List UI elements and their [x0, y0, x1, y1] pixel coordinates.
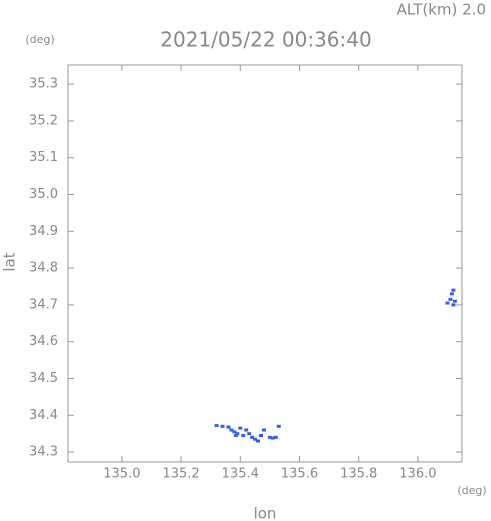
x-axis-label: lon	[254, 505, 277, 521]
echo-point	[235, 432, 240, 436]
y-tick-label: 35.3	[29, 77, 58, 92]
echo-point	[261, 428, 266, 432]
echo-point	[267, 435, 272, 439]
echo-point	[276, 424, 281, 428]
x-tick-label: 136.0	[399, 467, 436, 482]
altitude-label: ALT(km) 2.0	[397, 1, 486, 19]
echo-point	[448, 297, 453, 301]
y-tick-label: 35.0	[29, 187, 58, 202]
y-tick-label: 34.5	[29, 371, 58, 386]
y-unit: (deg)	[25, 33, 54, 46]
x-tick-label: 135.8	[340, 467, 377, 482]
echo-point	[451, 303, 456, 307]
echo-point	[233, 434, 238, 438]
y-tick-label: 34.9	[29, 224, 58, 239]
y-tick-label: 34.8	[29, 261, 58, 276]
echo-point	[253, 437, 258, 441]
echo-point	[270, 436, 275, 440]
echo-point	[241, 434, 246, 438]
y-axis-label: lat	[1, 252, 19, 271]
y-tick-label: 35.1	[29, 150, 58, 165]
echo-point	[247, 432, 252, 436]
echo-point	[452, 299, 457, 303]
echo-point	[449, 292, 454, 296]
echo-point	[214, 424, 219, 428]
echo-point	[232, 430, 237, 434]
y-tick-label: 34.7	[29, 297, 58, 312]
echo-point	[226, 425, 231, 429]
x-tick-label: 135.6	[281, 467, 318, 482]
echo-point	[445, 301, 450, 305]
echo-point	[273, 435, 278, 439]
y-tick-label: 34.3	[29, 445, 58, 460]
echo-point	[259, 434, 264, 438]
echo-point	[250, 435, 255, 439]
y-tick-label: 34.6	[29, 334, 58, 349]
x-tick-label: 135.4	[222, 467, 259, 482]
y-tick-label: 34.4	[29, 408, 58, 423]
echo-point	[244, 428, 249, 432]
plot-frame	[67, 64, 463, 463]
echo-point	[229, 428, 234, 432]
x-tick-label: 135.2	[162, 467, 199, 482]
chart-title: 2021/05/22 00:36:40	[160, 28, 371, 52]
x-tick-label: 135.0	[103, 467, 140, 482]
x-unit: (deg)	[457, 484, 486, 497]
y-tick-label: 35.2	[29, 113, 58, 128]
echo-point	[220, 424, 225, 428]
echo-point	[451, 288, 456, 292]
echo-point	[238, 426, 243, 430]
echo-point	[256, 439, 261, 443]
